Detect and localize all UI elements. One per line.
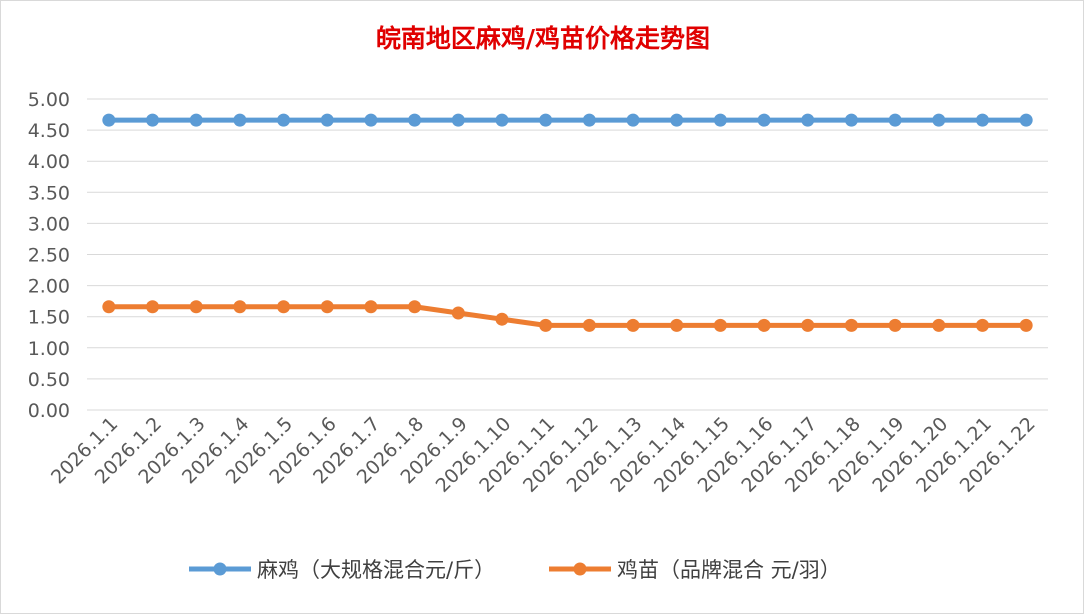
data-point (364, 300, 378, 314)
data-point (189, 113, 203, 127)
x-axis-ticks: 2026.1.12026.1.22026.1.32026.1.42026.1.5… (47, 413, 1040, 497)
grid-lines (87, 98, 1048, 411)
legend: 麻鸡（大规格混合元/斤） 鸡苗（品牌混合 元/羽） (189, 558, 841, 582)
y-axis-ticks: 0.00 0.50 1.00 1.50 2.00 2.50 3.00 3.50 4.00 4.50… (28, 89, 70, 422)
y-tick-label: 5.00 (28, 89, 70, 111)
legend-swatch-marker (573, 562, 587, 576)
legend-swatch-marker (213, 562, 227, 576)
data-point (102, 113, 116, 127)
data-point (320, 300, 334, 314)
data-point (626, 318, 640, 332)
data-point (102, 300, 116, 314)
data-point (975, 318, 989, 332)
data-point (801, 318, 815, 332)
data-point (932, 318, 946, 332)
legend-label: 麻鸡（大规格混合元/斤） (257, 558, 495, 582)
data-point (408, 113, 422, 127)
series-group (102, 113, 1033, 332)
data-point (757, 113, 771, 127)
data-point (1019, 318, 1033, 332)
data-point (582, 113, 596, 127)
data-point (713, 113, 727, 127)
data-point (713, 318, 727, 332)
data-point (670, 318, 684, 332)
data-point (146, 300, 160, 314)
data-point (844, 113, 858, 127)
y-tick-label: 3.00 (28, 213, 70, 235)
y-tick-label: 3.50 (28, 182, 70, 204)
data-point (670, 113, 684, 127)
data-point (277, 300, 291, 314)
data-point (408, 300, 422, 314)
y-tick-label: 0.50 (28, 369, 70, 391)
data-point (495, 113, 509, 127)
data-point (451, 306, 465, 320)
data-point (582, 318, 596, 332)
data-point (451, 113, 465, 127)
data-point (364, 113, 378, 127)
series-line (108, 304, 1027, 328)
data-point (146, 113, 160, 127)
y-tick-label: 1.00 (28, 338, 70, 360)
data-point (539, 318, 553, 332)
y-tick-label: 2.50 (28, 245, 70, 267)
y-tick-label: 0.00 (28, 400, 70, 422)
y-tick-label: 4.50 (28, 120, 70, 142)
data-point (1019, 113, 1033, 127)
y-tick-label: 1.50 (28, 307, 70, 329)
data-point (539, 113, 553, 127)
data-point (495, 312, 509, 326)
chart-title: 皖南地区麻鸡/鸡苗价格走势图 (376, 24, 710, 53)
data-point (888, 113, 902, 127)
data-point (277, 113, 291, 127)
data-point (233, 300, 247, 314)
data-point (975, 113, 989, 127)
data-point (626, 113, 640, 127)
data-point (801, 113, 815, 127)
data-point (320, 113, 334, 127)
data-point (757, 318, 771, 332)
data-point (233, 113, 247, 127)
y-tick-label: 2.00 (28, 276, 70, 298)
data-point (888, 318, 902, 332)
data-point (189, 300, 203, 314)
data-point (932, 113, 946, 127)
legend-label: 鸡苗（品牌混合 元/羽） (617, 558, 841, 582)
data-point (844, 318, 858, 332)
y-tick-label: 4.00 (28, 151, 70, 173)
